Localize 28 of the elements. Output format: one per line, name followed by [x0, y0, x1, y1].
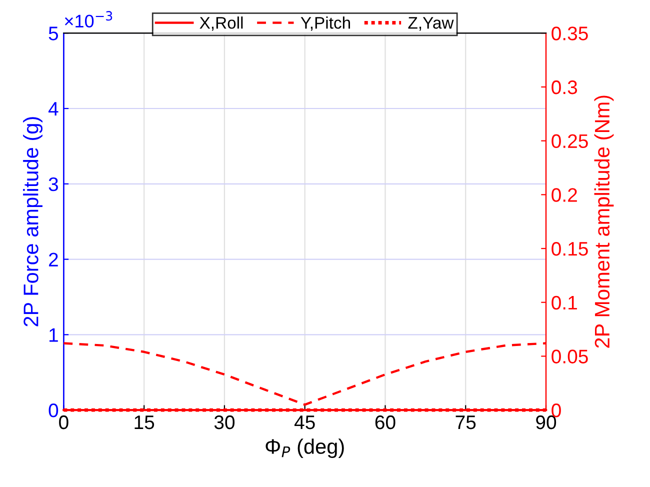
- y2-tick-label: 0.15: [552, 242, 588, 256]
- y-tick-label: 2: [49, 252, 58, 266]
- y2-tick-label: 0.2: [552, 188, 577, 202]
- y-tick-label: 5: [48, 26, 58, 40]
- y-tick-label: 3: [48, 177, 58, 192]
- x-tick-label: 90: [536, 415, 556, 430]
- y-tick-label: 1: [50, 328, 58, 342]
- y2-tick-label: 0.3: [552, 80, 578, 94]
- x-tick-label: 45: [294, 416, 315, 430]
- text: ×10$^{−3}$: [64, 11, 112, 28]
- x-tick-label: 30: [214, 415, 235, 430]
- x-tick-label: 15: [134, 416, 154, 430]
- legend-label: X,Roll: [200, 16, 243, 31]
- y2-tick-label: 0.05: [552, 350, 588, 364]
- legend-label: Z,Yaw: [408, 17, 454, 31]
- y2-axis-title: 2P Moment amplitude (Nm): [594, 96, 614, 348]
- legend-label: Y,Pitch: [300, 16, 350, 31]
- x-tick-label: 0: [59, 415, 68, 430]
- x-tick-label: 60: [375, 415, 396, 430]
- y2-tick-label: 0.25: [552, 134, 588, 148]
- y-tick-label: 4: [48, 102, 58, 116]
- y2-tick-label: 0.35: [552, 26, 588, 40]
- x-tick-label: 75: [456, 416, 476, 430]
- x-axis-title: Φ$_{P}$ (deg): [266, 438, 344, 458]
- y2-tick-label: 0: [552, 404, 561, 418]
- y2-tick-label: 0.1: [552, 296, 577, 310]
- y-tick-label: 0: [48, 404, 58, 418]
- y-axis-title: 2P Force amplitude (g): [23, 117, 42, 326]
